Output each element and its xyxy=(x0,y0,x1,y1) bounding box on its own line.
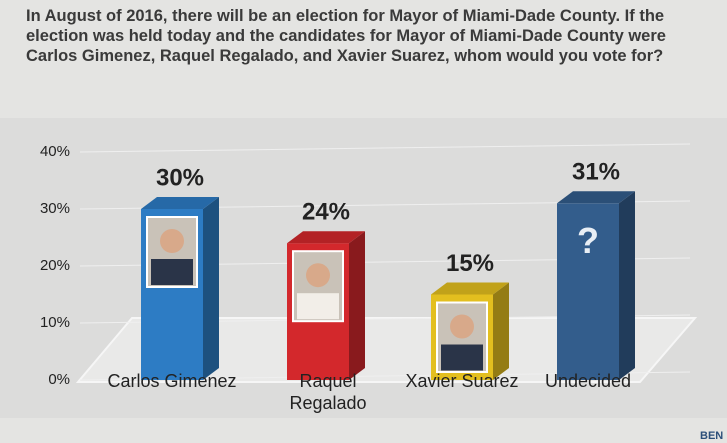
photo-face xyxy=(160,229,184,253)
x-tick-label: Carlos Gimenez xyxy=(107,371,237,391)
y-tick-label: 30% xyxy=(40,200,70,217)
bar-side xyxy=(349,231,365,380)
bar xyxy=(557,191,635,380)
y-tick-label: 10% xyxy=(40,314,70,331)
bar-side xyxy=(493,282,509,380)
chart-title: In August of 2016, there will be an elec… xyxy=(26,7,666,65)
bar xyxy=(141,197,219,380)
value-label: 31% xyxy=(572,159,620,186)
x-tick-label: Undecided xyxy=(544,371,632,391)
bar-side xyxy=(619,191,635,380)
bar xyxy=(431,282,509,380)
grid-line xyxy=(79,143,691,153)
bar-top xyxy=(141,197,219,209)
value-label: 30% xyxy=(156,164,204,191)
floor xyxy=(75,317,698,383)
bar xyxy=(287,231,365,380)
bar-front xyxy=(557,203,619,380)
bar-top xyxy=(557,191,635,204)
bar-top xyxy=(287,231,365,244)
y-tick-label: 0% xyxy=(48,371,70,388)
bar-top xyxy=(431,282,509,295)
y-tick-label: 20% xyxy=(40,257,70,274)
undecided-mark: ? xyxy=(577,220,599,261)
y-tick-label: 40% xyxy=(40,143,70,160)
photo-shoulders xyxy=(151,259,193,285)
value-label: 24% xyxy=(302,199,350,226)
photo-face xyxy=(450,314,474,339)
photo-face xyxy=(306,263,330,288)
value-label: 15% xyxy=(446,250,494,277)
x-tick-label: Raquel Regalado xyxy=(289,371,367,413)
photo-shoulders xyxy=(441,344,483,371)
photo-shoulders xyxy=(297,293,339,320)
bar-side xyxy=(203,197,219,380)
x-tick-label: Xavier Suarez xyxy=(405,371,519,391)
corner-text: BEN xyxy=(700,430,723,442)
